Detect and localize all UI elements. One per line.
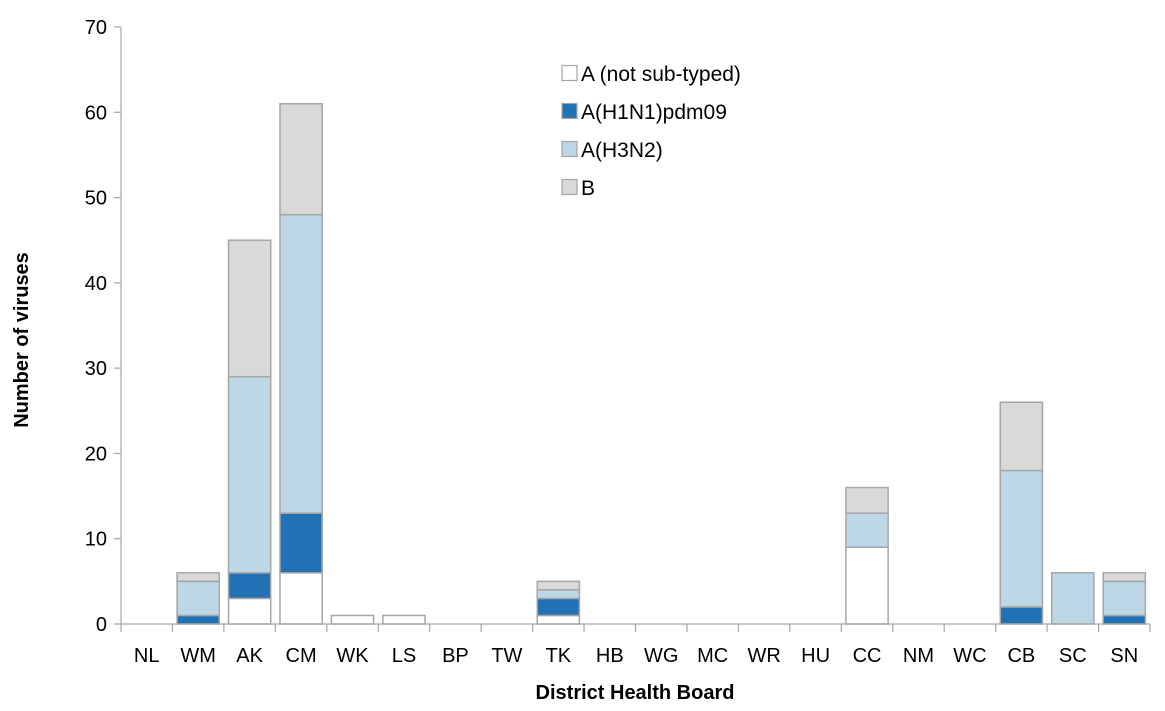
bar-segment <box>1050 572 1095 625</box>
legend: A (not sub-typed) A(H1N1)pdm09 A(H3N2) B <box>561 63 741 200</box>
y-tick-label: 70 <box>85 17 107 39</box>
bar-segment <box>227 375 272 574</box>
legend-swatch <box>561 102 578 120</box>
bar-segment <box>1102 614 1147 625</box>
x-category-label: WR <box>747 645 780 667</box>
bar-segment <box>1102 572 1147 583</box>
x-category-label: HB <box>596 645 624 667</box>
y-tick-label: 0 <box>96 614 107 636</box>
x-category-label: CB <box>1007 645 1035 667</box>
bar-segment <box>176 572 221 583</box>
bar-segment <box>999 401 1044 472</box>
legend-swatch <box>561 178 578 196</box>
x-axis-title: District Health Board <box>536 682 735 704</box>
x-category-label: CC <box>853 645 882 667</box>
legend-label: A(H1N1)pdm09 <box>581 101 727 124</box>
bar-segment <box>382 614 426 625</box>
x-category-label: SC <box>1059 645 1087 667</box>
bar-segment <box>227 239 272 378</box>
y-tick-label: 20 <box>85 443 107 465</box>
bar-segment <box>536 589 581 600</box>
bar-segment <box>176 580 221 617</box>
y-tick-label: 40 <box>85 273 107 295</box>
bar-segment <box>845 546 889 625</box>
bar-segment <box>536 580 581 591</box>
bar-segment <box>279 512 323 574</box>
bar-segment <box>176 614 221 625</box>
legend-label: A(H3N2) <box>581 139 663 162</box>
x-category-label: NL <box>134 645 160 667</box>
bar-segment <box>999 469 1044 608</box>
bar-segment <box>227 597 272 625</box>
x-category-label: WK <box>336 645 369 667</box>
y-tick-label: 30 <box>85 358 107 380</box>
x-category-label: AK <box>236 645 263 667</box>
bar-segment <box>999 606 1044 625</box>
x-category-label: TK <box>546 645 572 667</box>
x-category-label: WG <box>644 645 678 667</box>
y-axis-title: Number of viruses <box>11 252 33 428</box>
bar-segment <box>279 103 323 216</box>
bar-segment <box>1102 580 1147 617</box>
x-category-label: TW <box>491 645 522 667</box>
x-ticks: NL WM AK CM WK LS BP TW TK HB WG MC WR HU CC NM WC CB SC SN <box>120 624 1151 667</box>
x-category-label: MC <box>697 645 728 667</box>
x-category-label: BP <box>442 645 469 667</box>
x-category-label: SN <box>1110 645 1138 667</box>
bar-segment <box>845 512 889 548</box>
bar-segment <box>845 486 889 514</box>
legend-swatch <box>561 64 578 82</box>
x-category-label: WC <box>953 645 986 667</box>
y-tick-label: 50 <box>85 188 107 210</box>
x-category-label: WM <box>180 645 216 667</box>
x-category-label: HU <box>801 645 830 667</box>
y-ticks: 0 10 20 30 40 50 60 70 <box>85 17 121 636</box>
bar-segment <box>536 614 581 625</box>
bar-segment <box>279 213 323 514</box>
bar-segment <box>330 614 375 625</box>
x-category-label: CM <box>286 645 317 667</box>
legend-label: B <box>581 177 595 200</box>
bars-layer <box>176 103 1147 625</box>
y-tick-label: 10 <box>85 529 107 551</box>
x-category-label: LS <box>392 645 416 667</box>
x-category-label: NM <box>903 645 934 667</box>
legend-swatch <box>561 140 578 158</box>
bar-segment <box>279 572 323 625</box>
legend-label: A (not sub-typed) <box>581 63 741 86</box>
bar-segment <box>227 572 272 600</box>
bar-segment <box>536 597 581 617</box>
y-tick-label: 60 <box>85 102 107 124</box>
